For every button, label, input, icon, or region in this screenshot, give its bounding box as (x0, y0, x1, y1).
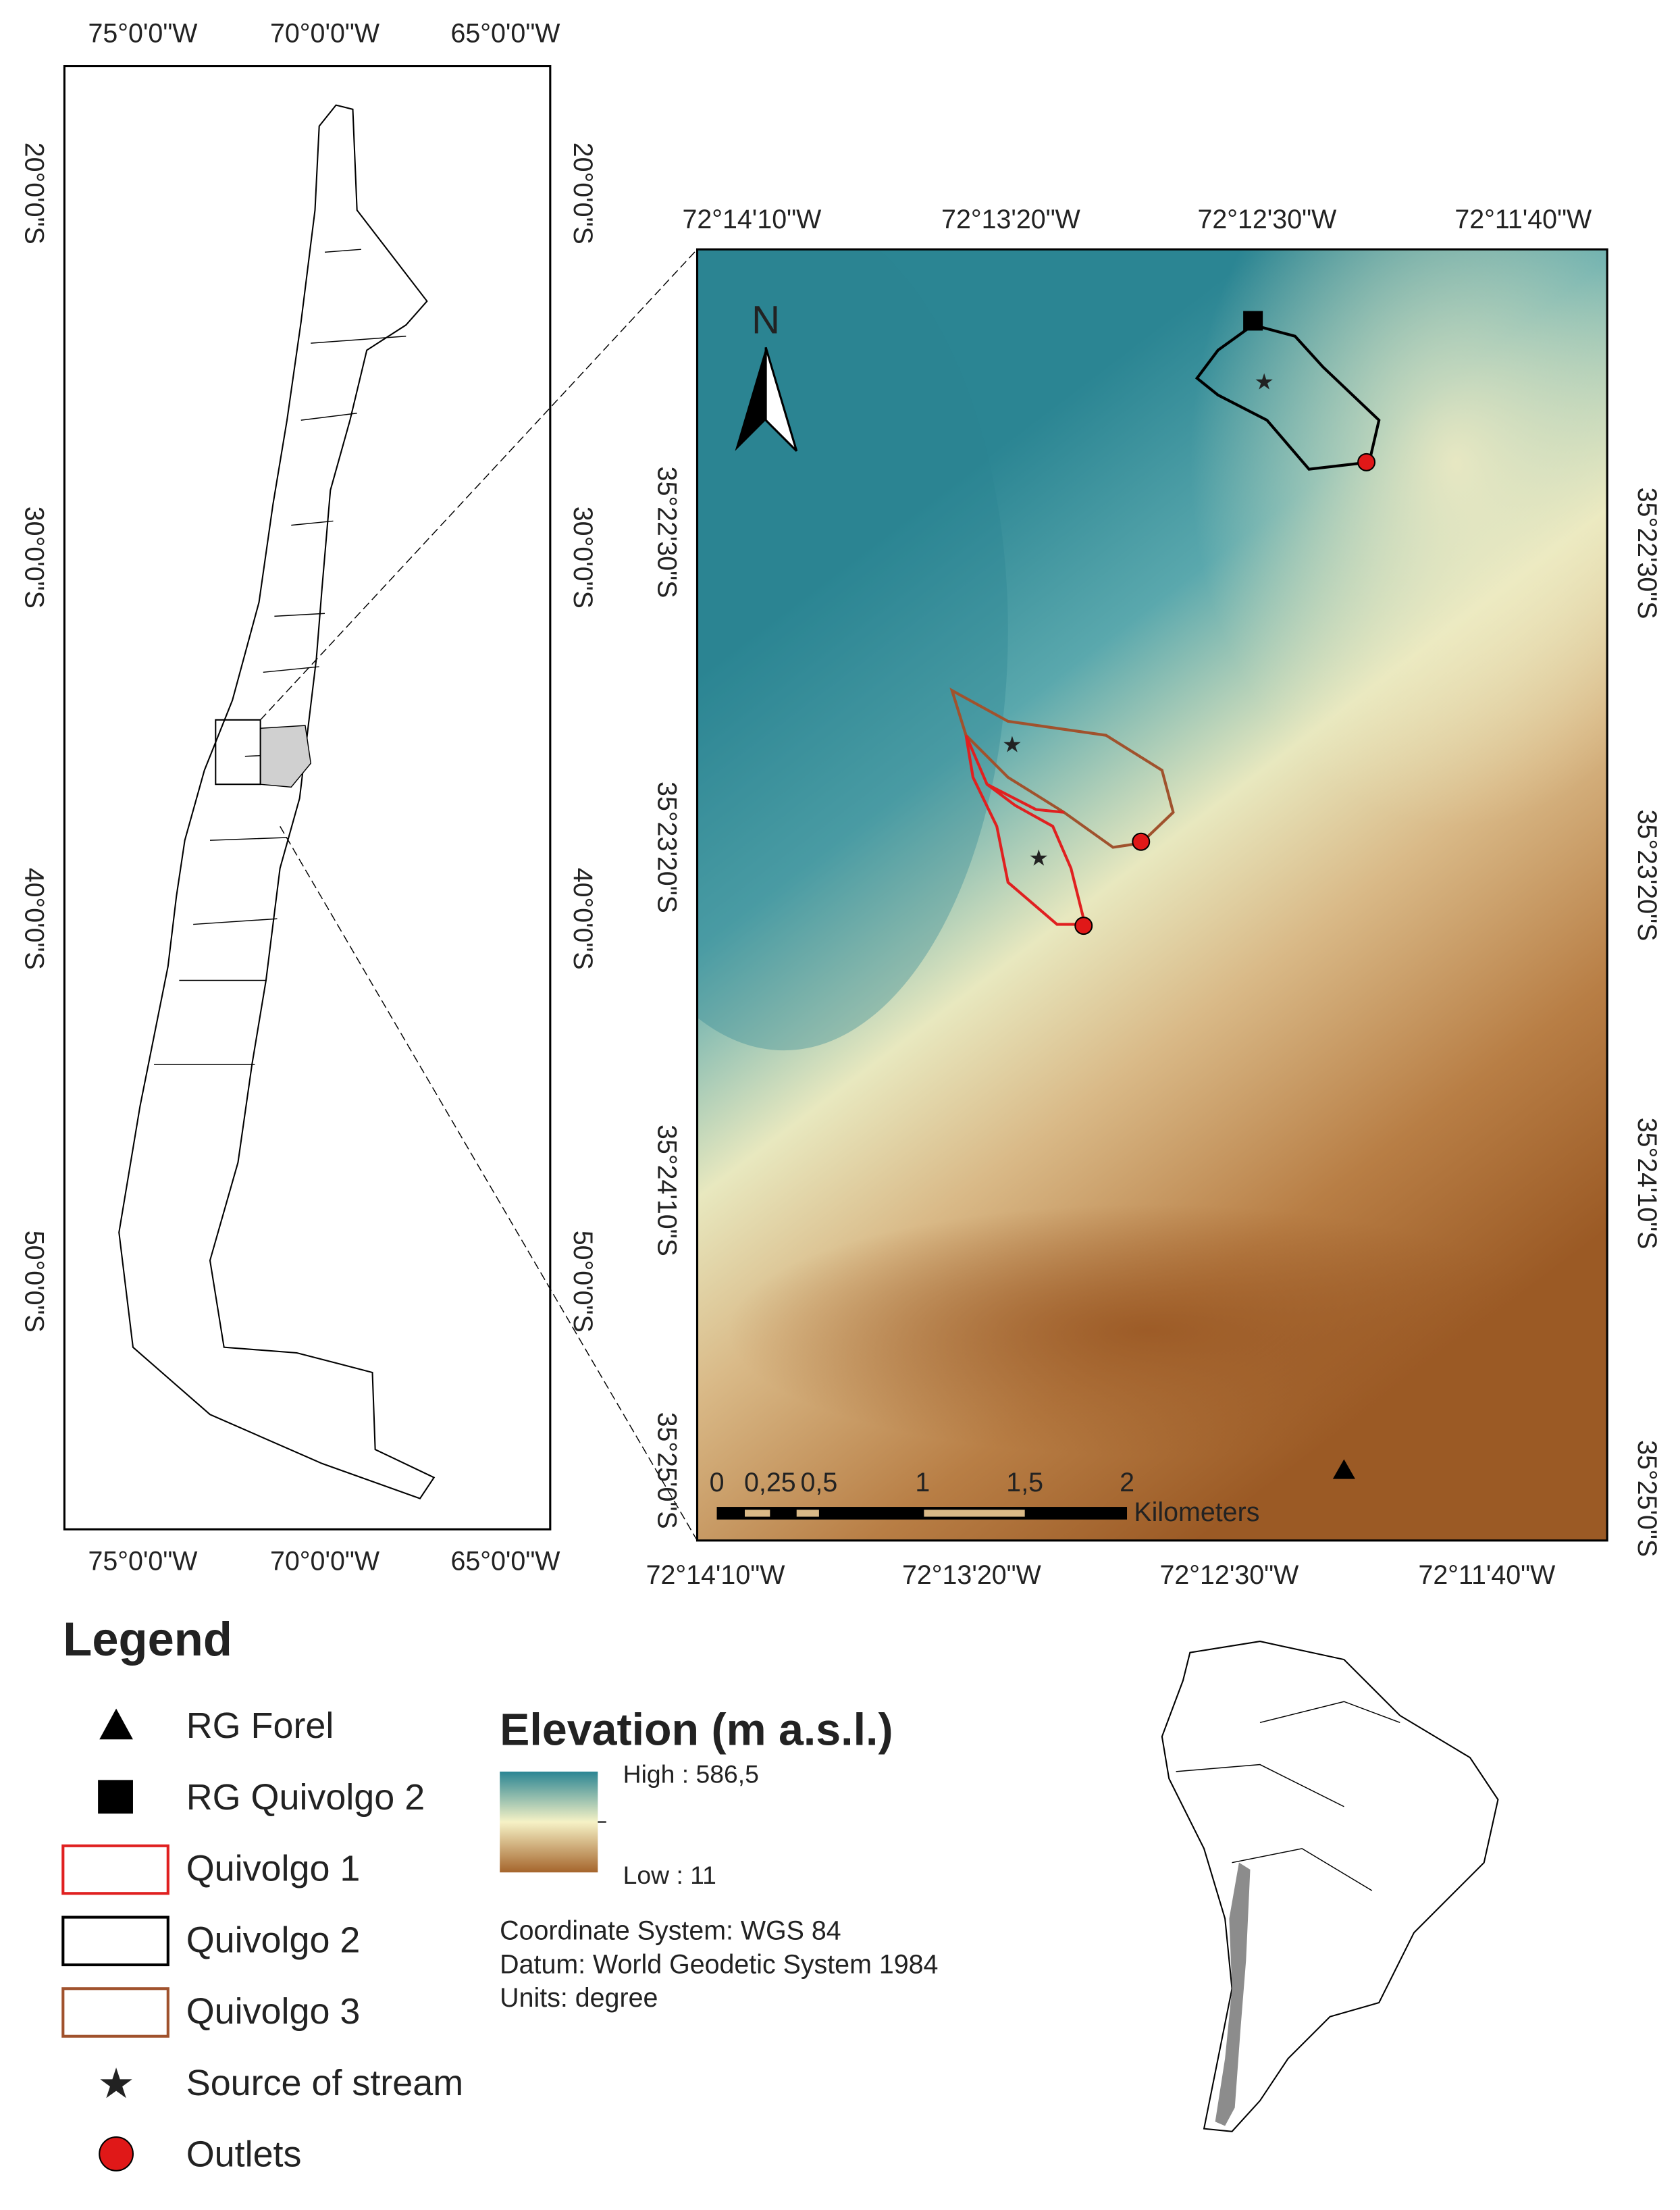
valley-shade (728, 1204, 1569, 1457)
overview-lat-label: 40°0'0"S (19, 868, 49, 970)
main-frame (695, 248, 1608, 1542)
south-america (1161, 1641, 1499, 2132)
legend-brown-box (61, 1987, 169, 2038)
scale-unit: Kilometers (1134, 1497, 1259, 1527)
rg-quivolgo-2 (1243, 311, 1263, 331)
outlet (1132, 832, 1151, 851)
main-lat-label: 35°22'30"S (1632, 488, 1662, 619)
map-note: Datum: World Geodetic System 1984 (500, 1949, 938, 1979)
overview-lat-label: 30°0'0"S (19, 507, 49, 609)
legend-circle (99, 2136, 134, 2172)
overview-lon-label: 65°0'0"W (450, 18, 560, 48)
main-lon-label: 72°11'40"W (1418, 1560, 1556, 1590)
overview-lon-label: 75°0'0"W (88, 18, 198, 48)
main-lon-label: 72°12'30"W (1197, 205, 1337, 234)
stream-sources: ★ ★ ★ (1002, 370, 1274, 871)
main-lon-label: 72°13'20"W (941, 205, 1081, 234)
scale-label: 0,5 (801, 1468, 838, 1497)
outlets (1074, 453, 1376, 935)
zoom-box (215, 719, 261, 786)
main-lat-label: 35°24'10"S (652, 1125, 681, 1256)
scale-label: 0 (710, 1468, 725, 1497)
scale-label: 2 (1120, 1468, 1134, 1497)
legend-title: Legend (63, 1612, 232, 1666)
overview-lon-label: 65°0'0"W (450, 1546, 560, 1576)
main-lon-label: 72°12'30"W (1159, 1560, 1299, 1590)
source-star: ★ (1002, 733, 1022, 758)
chile-outline (118, 104, 436, 1499)
legend-label: Quivolgo 3 (186, 1991, 361, 2032)
map-note: Coordinate System: WGS 84 (500, 1916, 841, 1946)
outlet (1074, 917, 1093, 935)
main-lat-label: 35°23'20"S (1632, 810, 1662, 942)
main-lat-label: 35°25'0"S (1632, 1440, 1662, 1557)
main-lat-label: 35°25'0"S (652, 1412, 681, 1529)
main-lat-label: 35°22'30"S (652, 467, 681, 598)
country-borders (1176, 1701, 1400, 1891)
overview-lat-label: 50°0'0"S (568, 1231, 598, 1333)
overview-lat-label: 30°0'0"S (568, 507, 598, 609)
main-lon-label: 72°13'20"W (902, 1560, 1042, 1590)
outlet (1357, 453, 1376, 471)
upland-shade (697, 249, 1008, 1050)
scale-segment (716, 1507, 1128, 1520)
map-note: Units: degree (500, 1983, 658, 2013)
source-star: ★ (1029, 846, 1049, 871)
legend-label: Outlets (186, 2134, 302, 2175)
scale-label: 0,25 (744, 1468, 796, 1497)
scale-label: 1,5 (1006, 1468, 1043, 1497)
main-lon-label: 72°14'10"W (646, 1560, 786, 1590)
legend-triangle (99, 1708, 133, 1740)
scale-segment (796, 1510, 819, 1517)
main-lat-label: 35°23'20"S (652, 781, 681, 913)
legend-label: Quivolgo 1 (186, 1849, 361, 1889)
overview-lon-label: 75°0'0"W (88, 1546, 198, 1576)
elevation-title: Elevation (m a.s.l.) (500, 1705, 893, 1755)
overview-lat-label: 50°0'0"S (19, 1231, 49, 1333)
elevation-bar (500, 1771, 598, 1873)
quivolgo-2 (1195, 323, 1381, 471)
zoom-lines (260, 249, 698, 1541)
rg-forel (1332, 1459, 1355, 1479)
main-lon-label: 72°14'10"W (682, 205, 822, 234)
main-lat-label: 35°24'10"S (1632, 1118, 1662, 1250)
elevation-raster (697, 249, 1608, 1541)
main-lon-label: 72°11'40"W (1454, 205, 1592, 234)
legend-label: RG Forel (186, 1705, 334, 1746)
legend-black-box (61, 1916, 169, 1967)
legend-label: Quivolgo 2 (186, 1920, 361, 1960)
scale-segment (924, 1510, 1025, 1517)
elevation-low: Low : 11 (623, 1861, 716, 1889)
overview-lon-label: 70°0'0"W (270, 18, 380, 48)
overview-lat-label: 20°0'0"S (19, 143, 49, 245)
legend-red-box (61, 1844, 169, 1895)
north-arrow-left (735, 347, 766, 451)
overview-lon-label: 70°0'0"W (270, 1546, 380, 1576)
legend-label: RG Quivolgo 2 (186, 1777, 425, 1818)
legend-label: Source of stream (186, 2063, 463, 2103)
elevation-high: High : 586,5 (623, 1759, 759, 1788)
legend-square (98, 1780, 133, 1814)
north-arrow-right (764, 346, 798, 452)
chile-inset (1215, 1862, 1251, 2126)
overview-lat-label: 20°0'0"S (568, 143, 598, 245)
scale-segment (745, 1510, 770, 1517)
scale-bar (716, 1507, 1128, 1520)
legend-star: ★ (97, 2061, 135, 2107)
source-star: ★ (1254, 370, 1274, 395)
overview-lat-label: 40°0'0"S (568, 868, 598, 970)
north-label: N (752, 299, 780, 342)
scale-label: 1 (915, 1468, 930, 1497)
ridge-highlight (1190, 249, 1608, 827)
